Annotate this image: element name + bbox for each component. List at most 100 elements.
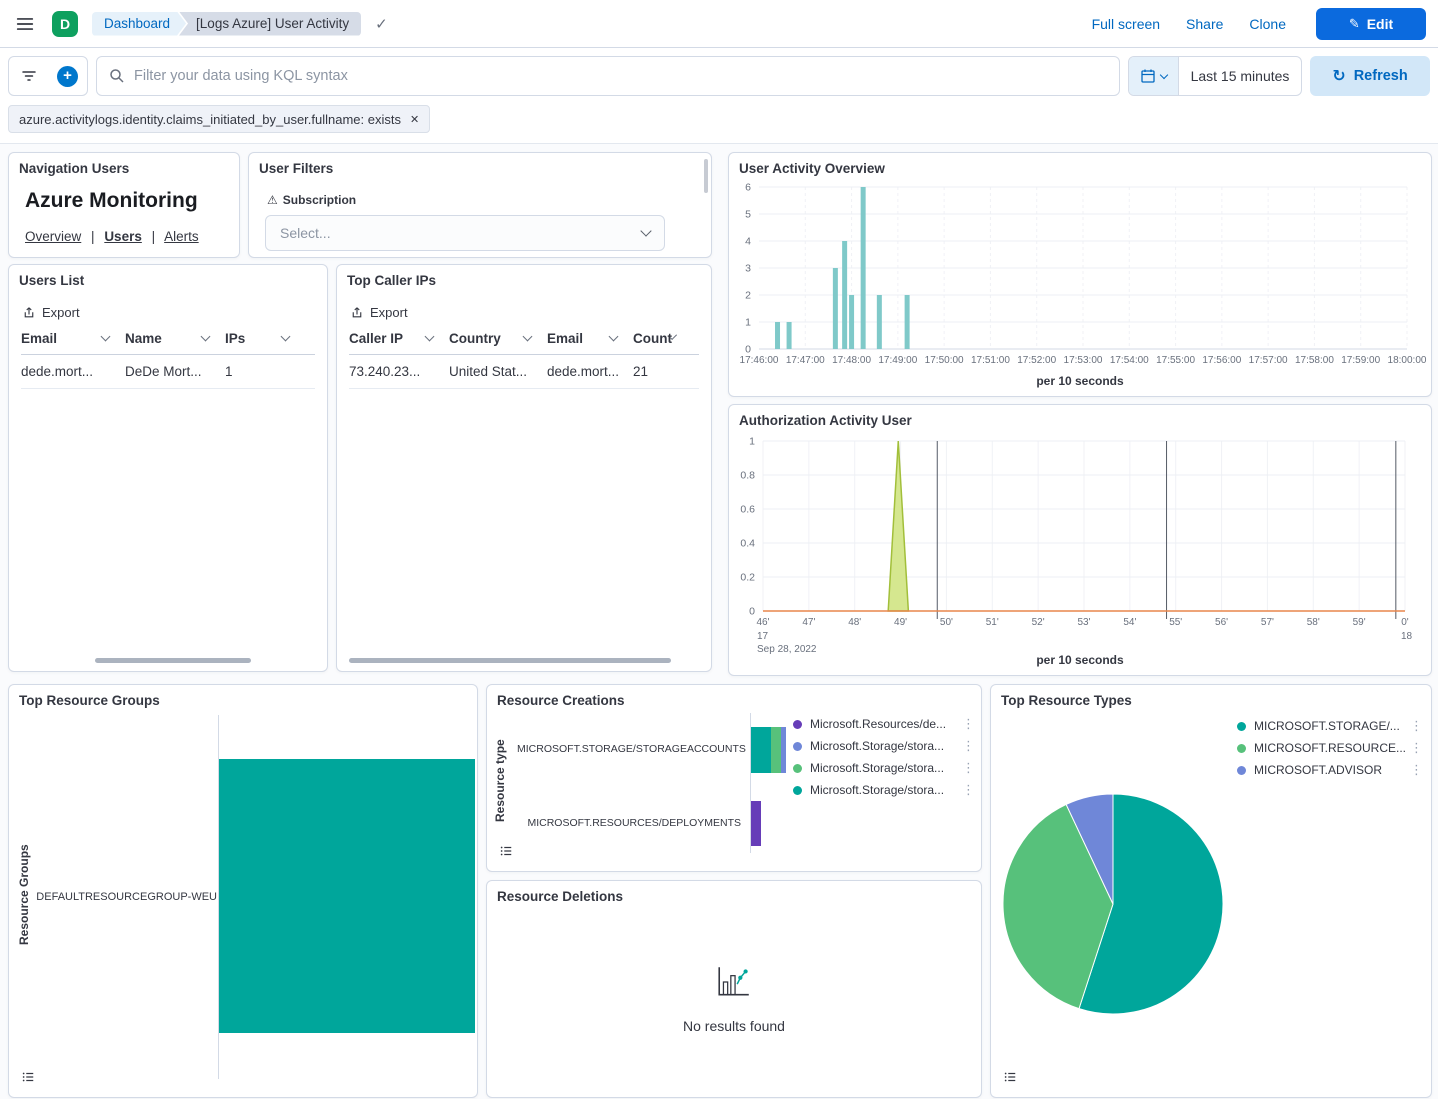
legend-item[interactable]: MICROSOFT.RESOURCE... ⋮ (1237, 737, 1423, 759)
bar-segment[interactable] (751, 801, 761, 846)
kql-search-box[interactable] (96, 56, 1120, 96)
legend-item[interactable]: Microsoft.Storage/stora... ⋮ (793, 779, 975, 801)
svg-text:54': 54' (1123, 617, 1136, 628)
bar-segment[interactable] (771, 727, 781, 773)
chevron-down-icon[interactable] (200, 331, 211, 342)
space-avatar[interactable]: D (52, 10, 78, 37)
svg-text:48': 48' (848, 617, 861, 628)
chevron-down-icon[interactable] (100, 331, 111, 342)
legend-label: Microsoft.Storage/stora... (810, 783, 945, 797)
panel-title[interactable]: Users List (19, 273, 85, 288)
table-cell: DeDe Mort... (125, 364, 202, 379)
column-header[interactable]: Caller IP (349, 331, 449, 346)
stacked-bar[interactable] (751, 727, 786, 773)
share-link[interactable]: Share (1186, 15, 1224, 32)
filter-pill[interactable]: azure.activitylogs.identity.claims_initi… (8, 105, 431, 133)
legend-options-icon[interactable]: ⋮ (1410, 718, 1423, 733)
subscription-select[interactable]: Select... (265, 215, 665, 251)
chevron-down-icon[interactable] (424, 331, 435, 342)
export-button[interactable]: Export (351, 305, 408, 320)
panel-title[interactable]: Top Resource Types (1001, 693, 1132, 708)
legend-item[interactable]: MICROSOFT.STORAGE/... ⋮ (1237, 715, 1423, 737)
refresh-button[interactable]: ↻ Refresh (1310, 56, 1430, 96)
legend-options-icon[interactable]: ⋮ (962, 782, 975, 797)
column-header[interactable]: Name (125, 331, 225, 346)
legend-item[interactable]: Microsoft.Storage/stora... ⋮ (793, 735, 975, 757)
svg-text:17:56:00: 17:56:00 (1202, 355, 1241, 366)
breadcrumb-dashboard[interactable]: Dashboard (92, 12, 186, 36)
pie-slice[interactable] (1065, 793, 1114, 905)
legend-dot-icon (793, 785, 802, 795)
menu-button[interactable] (12, 11, 38, 37)
column-header[interactable]: IPs (225, 331, 305, 346)
panel-title[interactable]: User Activity Overview (739, 161, 885, 176)
panel-title[interactable]: Top Caller IPs (347, 273, 437, 288)
legend-options-icon[interactable]: ⋮ (1410, 740, 1423, 755)
chevron-down-icon[interactable] (522, 331, 533, 342)
svg-text:51': 51' (986, 617, 999, 628)
date-picker-quick-menu-button[interactable] (1129, 57, 1179, 95)
clone-link[interactable]: Clone (1249, 15, 1286, 32)
pie-slice[interactable] (1078, 793, 1224, 1015)
nav-link-users[interactable]: Users (104, 229, 142, 244)
table-row[interactable]: dede.mort... DeDe Mort... 1 (21, 355, 315, 389)
panel-title[interactable]: Top Resource Groups (19, 693, 160, 708)
svg-text:53': 53' (1077, 617, 1090, 628)
panel-scrollbar[interactable] (704, 159, 708, 193)
svg-text:Sep 28, 2022: Sep 28, 2022 (757, 644, 817, 655)
nav-link-alerts[interactable]: Alerts (164, 229, 199, 244)
column-header[interactable]: Email (21, 331, 125, 346)
panel-title[interactable]: User Filters (259, 161, 334, 176)
legend-item[interactable]: Microsoft.Storage/stora... ⋮ (793, 757, 975, 779)
svg-text:46': 46' (756, 617, 769, 628)
empty-state: No results found (487, 965, 981, 1034)
kql-search-input[interactable] (134, 68, 1107, 84)
legend-item[interactable]: MICROSOFT.ADVISOR ⋮ (1237, 759, 1423, 781)
export-button[interactable]: Export (23, 305, 80, 320)
pie-slice[interactable] (1002, 803, 1114, 1010)
edit-button[interactable]: ✎ Edit (1316, 7, 1426, 40)
horizontal-bar[interactable] (219, 759, 475, 1033)
panel-title[interactable]: Navigation Users (19, 161, 130, 176)
add-filter-button[interactable]: + (48, 57, 87, 95)
legend-item[interactable]: Microsoft.Resources/de... ⋮ (793, 713, 975, 735)
stacked-bar[interactable] (751, 801, 761, 846)
legend-options-icon[interactable]: ⋮ (962, 738, 975, 753)
pie-chart[interactable] (991, 685, 1433, 1097)
bar-segment[interactable] (751, 727, 771, 773)
panel-title[interactable]: Resource Deletions (497, 889, 624, 904)
horizontal-scrollbar[interactable] (95, 658, 251, 663)
remove-filter-icon[interactable]: ✕ (410, 113, 420, 126)
full-screen-link[interactable]: Full screen (1091, 15, 1161, 32)
refresh-icon: ↻ (1332, 68, 1346, 85)
panel-user-activity-overview: User Activity Overview 17:46:00 17:47:00 1… (728, 152, 1432, 397)
saved-query-menu-button[interactable] (9, 57, 48, 95)
legend-options-icon[interactable]: ⋮ (1410, 762, 1423, 777)
bar-segment[interactable] (781, 727, 786, 773)
export-label: Export (42, 305, 80, 320)
panel-user-filters: User Filters ⚠ Subscription Select... (248, 152, 712, 258)
time-range-button[interactable]: Last 15 minutes (1179, 57, 1301, 95)
legend-options-icon[interactable]: ⋮ (962, 760, 975, 775)
nav-link-overview[interactable]: Overview (25, 229, 82, 244)
legend-label: Microsoft.Storage/stora... (810, 739, 945, 753)
panel-top-resource-types: Top Resource Types MICROSOFT.STORAGE/...… (990, 684, 1432, 1098)
column-header[interactable]: Email (547, 331, 633, 346)
column-header[interactable]: Count (633, 331, 691, 346)
header-bar: D Dashboard [Logs Azure] User Activity ✓… (0, 0, 1438, 48)
table-row[interactable]: 73.240.23... United Stat... dede.mort... 21 (349, 355, 699, 389)
legend-options-icon[interactable]: ⋮ (962, 716, 975, 731)
chevron-down-icon[interactable] (280, 331, 291, 342)
chevron-down-icon[interactable] (608, 331, 619, 342)
legend-toggle-icon[interactable] (497, 842, 515, 863)
data-table: Email Name IPs dede.mort... DeDe Mort... 1 (21, 331, 315, 389)
panel-title[interactable]: Authorization Activity User (739, 413, 912, 428)
svg-text:17:46:00: 17:46:00 (740, 355, 779, 366)
column-header[interactable]: Country (449, 331, 547, 346)
panel-title[interactable]: Resource Creations (497, 693, 625, 708)
horizontal-scrollbar[interactable] (349, 658, 671, 663)
legend-toggle-icon[interactable] (19, 1068, 37, 1089)
legend-toggle-icon[interactable] (1001, 1068, 1019, 1089)
export-label: Export (370, 305, 408, 320)
